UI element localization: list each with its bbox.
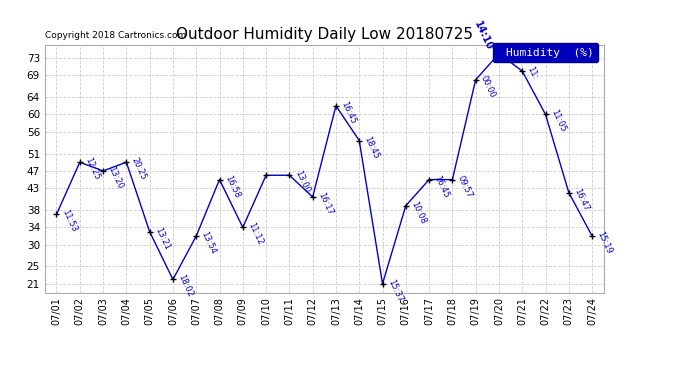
Text: 11:: 11:	[526, 65, 540, 81]
Text: 14:10: 14:10	[472, 19, 494, 51]
Text: 09:57: 09:57	[456, 174, 474, 199]
Text: 16:45: 16:45	[339, 100, 357, 125]
Title: Outdoor Humidity Daily Low 20180725: Outdoor Humidity Daily Low 20180725	[176, 27, 473, 42]
Text: 20:25: 20:25	[130, 156, 148, 182]
Text: 16:47: 16:47	[572, 187, 591, 212]
Text: 10:08: 10:08	[409, 200, 428, 225]
Text: 15:19: 15:19	[595, 230, 614, 255]
Text: 15:37: 15:37	[386, 278, 404, 303]
Text: 18:02: 18:02	[177, 273, 195, 299]
Text: 11:53: 11:53	[60, 209, 78, 234]
Text: 16:45: 16:45	[433, 174, 451, 199]
Text: 11:12: 11:12	[246, 221, 264, 247]
Text: 00:00: 00:00	[479, 74, 497, 99]
Text: 13:21: 13:21	[153, 226, 171, 251]
Text: 12:25: 12:25	[83, 156, 101, 182]
Legend: Humidity  (%): Humidity (%)	[493, 43, 598, 62]
Text: 13:00: 13:00	[293, 169, 311, 195]
Text: 16:58: 16:58	[223, 174, 241, 199]
Text: 18:45: 18:45	[363, 135, 381, 160]
Text: 16:17: 16:17	[316, 191, 335, 216]
Text: 11:05: 11:05	[549, 108, 567, 134]
Text: 13:54: 13:54	[199, 230, 218, 255]
Text: Copyright 2018 Cartronics.com: Copyright 2018 Cartronics.com	[45, 32, 186, 40]
Text: 13:20: 13:20	[106, 165, 125, 190]
